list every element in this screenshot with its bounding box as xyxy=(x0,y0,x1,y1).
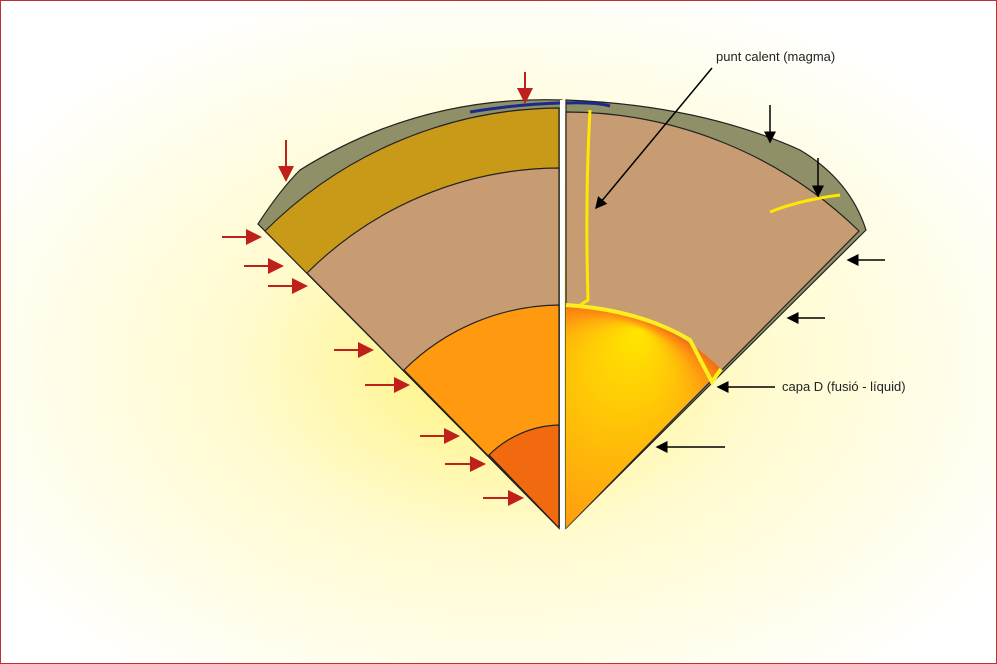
diagram: punt calent (magma) capa D (fusió - líqu… xyxy=(0,0,997,664)
d-layer-label: capa D (fusió - líquid) xyxy=(782,379,906,394)
hotspot-label: punt calent (magma) xyxy=(716,49,835,64)
